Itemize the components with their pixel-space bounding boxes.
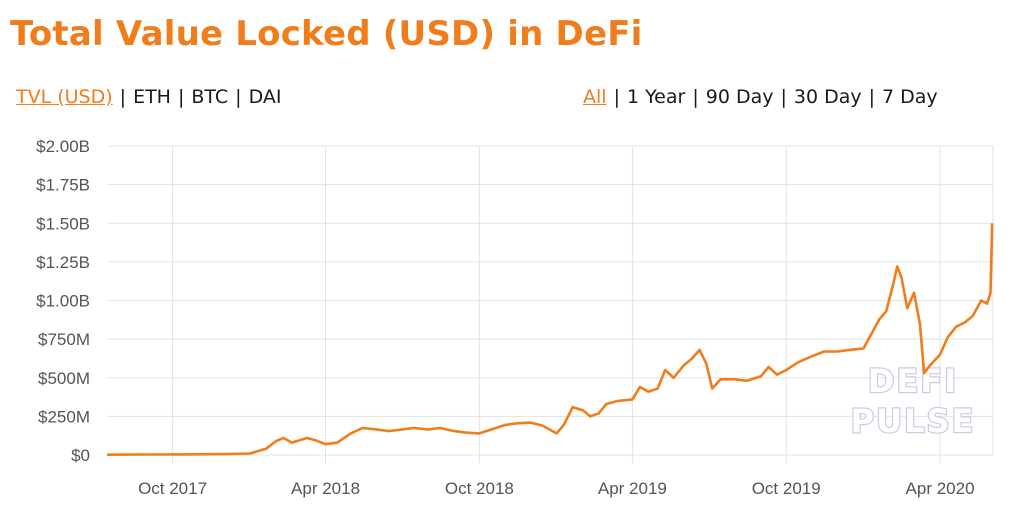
metric-option-btc[interactable]: BTC — [191, 86, 229, 108]
defi-pulse-watermark: DEFI PULSE — [849, 361, 976, 441]
y-tick-label: $250M — [38, 407, 90, 426]
range-option-7-day[interactable]: 7 Day — [882, 86, 938, 108]
y-tick-label: $0 — [71, 446, 90, 465]
metric-selector: TVL (USD) | ETH | BTC | DAI — [16, 86, 281, 108]
separator: | — [177, 86, 185, 108]
y-tick-label: $1.50B — [36, 214, 90, 233]
chart-grid — [107, 145, 994, 463]
x-tick-label: Oct 2018 — [445, 479, 514, 498]
watermark-line-1: DEFI — [868, 362, 958, 400]
y-tick-label: $1.25B — [36, 253, 90, 272]
metric-option-tvl-usd[interactable]: TVL (USD) — [16, 86, 113, 108]
tvl-series-line[interactable] — [106, 223, 994, 456]
y-tick-label: $500M — [38, 369, 90, 388]
metric-option-eth[interactable]: ETH — [133, 86, 171, 108]
metric-option-dai[interactable]: DAI — [248, 86, 282, 108]
x-tick-label: Apr 2019 — [598, 479, 667, 498]
page-title: Total Value Locked (USD) in DeFi — [10, 14, 643, 54]
range-option-all[interactable]: All — [583, 86, 607, 108]
y-tick-label: $2.00B — [36, 137, 90, 156]
x-tick-label: Apr 2020 — [906, 479, 975, 498]
separator: | — [613, 86, 620, 108]
separator: | — [119, 86, 127, 108]
y-tick-label: $750M — [38, 330, 90, 349]
range-option-1-year[interactable]: 1 Year — [626, 86, 686, 108]
separator: | — [235, 86, 242, 108]
x-tick-label: Oct 2019 — [752, 479, 821, 498]
x-tick-label: Apr 2018 — [291, 479, 360, 498]
watermark-line-2: PULSE — [851, 402, 976, 440]
separator: | — [868, 86, 876, 108]
range-option-90-day[interactable]: 90 Day — [705, 86, 774, 108]
range-option-30-day[interactable]: 30 Day — [793, 86, 862, 108]
y-tick-label: $1.00B — [36, 292, 90, 311]
y-tick-label: $1.75B — [36, 176, 90, 195]
separator: | — [780, 86, 787, 108]
range-selector: All | 1 Year | 90 Day | 30 Day | 7 Day — [583, 86, 938, 108]
y-axis-ticks: $0 $250M $500M $750M $1.00B $1.25B $1.50B $1.75… — [36, 137, 90, 465]
x-tick-label: Oct 2017 — [138, 479, 207, 498]
x-axis-ticks: Oct 2017 Apr 2018 Oct 2018 Apr 2019 Oct 2019… — [138, 479, 974, 498]
separator: | — [692, 86, 699, 108]
